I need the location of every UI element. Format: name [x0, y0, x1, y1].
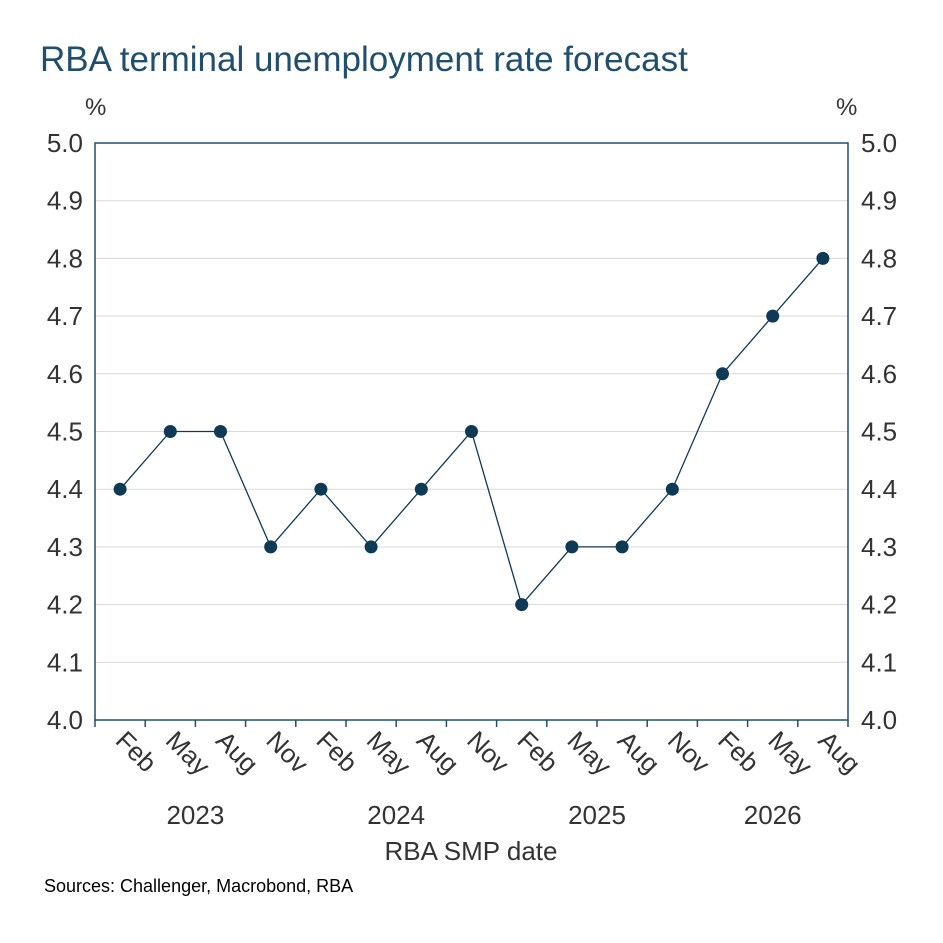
x-category-12: Feb — [712, 725, 765, 778]
y-tick-left-3: 4.3 — [47, 532, 83, 562]
y-tick-right-1: 4.1 — [861, 647, 897, 677]
gridlines — [95, 200, 848, 663]
year-label-3: 2026 — [744, 800, 802, 830]
y-tick-left-6: 4.6 — [47, 359, 83, 389]
y-tick-right-10: 5.0 — [861, 128, 897, 158]
x-category-13: May — [762, 725, 818, 781]
data-point-14 — [816, 251, 830, 265]
x-category-6: Aug — [411, 725, 465, 779]
year-label-0: 2023 — [166, 800, 224, 830]
x-category-1: May — [160, 725, 216, 781]
x-category-10: Aug — [612, 725, 666, 779]
x-axis-month-labels: FebMayAugNovFebMayAugNovFebMayAugNovFebM… — [110, 725, 867, 781]
data-point-12 — [716, 367, 729, 381]
y-axis-right-labels: 4.0 4.1 4.2 4.3 4.4 4.5 4.6 4.7 4.8 4.9 5.0 — [861, 128, 897, 735]
y-tick-right-0: 4.0 — [861, 705, 897, 735]
x-axis-year-labels: 2023 2024 2025 2026 — [166, 800, 801, 830]
x-category-8: Feb — [511, 725, 564, 778]
x-axis-title: RBA SMP date — [385, 836, 558, 866]
data-point-5 — [364, 540, 378, 554]
y-unit-left: % — [85, 94, 106, 121]
x-category-5: May — [361, 725, 417, 781]
data-point-6 — [414, 482, 428, 496]
data-point-10 — [615, 540, 629, 554]
source-note: Sources: Challenger, Macrobond, RBA — [44, 876, 354, 896]
data-point-4 — [314, 482, 328, 496]
y-tick-right-2: 4.2 — [861, 590, 897, 620]
y-tick-right-6: 4.6 — [861, 359, 897, 389]
y-unit-right: % — [836, 94, 857, 121]
x-category-2: Aug — [210, 725, 264, 779]
y-tick-left-0: 4.0 — [47, 705, 83, 735]
data-point-7 — [465, 425, 478, 438]
y-tick-left-1: 4.1 — [47, 647, 83, 677]
y-tick-left-4: 4.4 — [47, 474, 83, 504]
data-point-3 — [264, 540, 278, 554]
y-axis-left-labels: 4.0 4.1 4.2 4.3 4.4 4.5 4.6 4.7 4.8 4.9 5.0 — [47, 128, 83, 735]
x-category-7: Nov — [461, 725, 515, 779]
plot-frame — [94, 142, 849, 721]
x-category-4: Feb — [311, 725, 364, 778]
y-tick-right-5: 4.5 — [861, 417, 897, 447]
y-tick-left-7: 4.7 — [47, 301, 83, 331]
x-axis-ticks — [94, 720, 849, 727]
y-tick-right-4: 4.4 — [861, 474, 897, 504]
y-tick-right-8: 4.8 — [861, 243, 897, 273]
series-markers — [113, 251, 830, 612]
y-tick-right-9: 4.9 — [861, 186, 897, 216]
data-point-2 — [214, 425, 227, 438]
x-category-14: Aug — [813, 725, 867, 779]
data-point-11 — [665, 482, 679, 496]
y-tick-left-2: 4.2 — [47, 590, 83, 620]
y-tick-left-5: 4.5 — [47, 417, 83, 447]
y-tick-left-8: 4.8 — [47, 243, 83, 273]
x-category-3: Nov — [260, 725, 314, 779]
y-tick-left-9: 4.9 — [47, 186, 83, 216]
data-point-8 — [515, 598, 529, 612]
year-label-1: 2024 — [367, 800, 425, 830]
x-category-9: May — [562, 725, 618, 781]
year-label-2: 2025 — [568, 800, 626, 830]
data-point-0 — [113, 482, 127, 496]
data-point-9 — [565, 540, 579, 554]
y-tick-right-7: 4.7 — [861, 301, 897, 331]
data-point-1 — [163, 425, 177, 438]
y-tick-left-10: 5.0 — [47, 128, 83, 158]
chart-title: RBA terminal unemployment rate forecast — [40, 40, 688, 79]
y-tick-right-3: 4.3 — [861, 532, 897, 562]
x-category-0: Feb — [110, 725, 163, 778]
x-category-11: Nov — [662, 725, 716, 779]
data-point-13 — [766, 309, 780, 323]
